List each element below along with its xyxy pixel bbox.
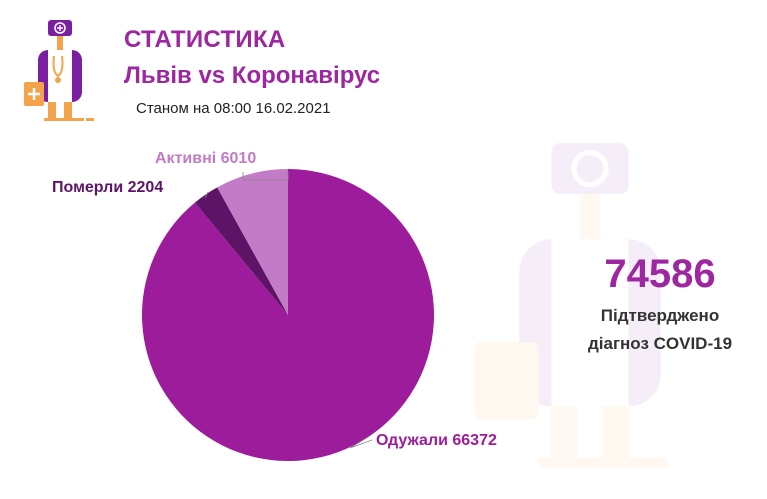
- pie-slice-0: [141, 169, 434, 461]
- pie-slice-1: [194, 187, 288, 315]
- page-subtitle: Львів vs Коронавірус: [124, 62, 381, 89]
- pie-label-1: Померли 2204: [52, 179, 163, 196]
- leader-line-0: [349, 435, 373, 449]
- pie-slice-2: [217, 169, 288, 315]
- pie-label-0: Одужали 66372: [376, 432, 497, 449]
- total-confirmed-caption: Підтверджено діагноз COVID-19: [560, 302, 760, 358]
- total-confirmed-value: 74586: [604, 252, 716, 296]
- caption-line-1: Підтверджено: [600, 306, 720, 325]
- doctor-logo-icon: [24, 20, 94, 121]
- page-title: СТАТИСТИКА: [124, 26, 286, 53]
- doctor-watermark-icon: [474, 142, 668, 468]
- as-of-date: Станом на 08:00 16.02.2021: [136, 100, 331, 117]
- pie-label-2: Активні 6010: [155, 150, 256, 167]
- caption-line-2: діагноз COVID-19: [587, 334, 733, 353]
- leader-line-2: [242, 172, 289, 181]
- leader-line-1: [204, 191, 209, 199]
